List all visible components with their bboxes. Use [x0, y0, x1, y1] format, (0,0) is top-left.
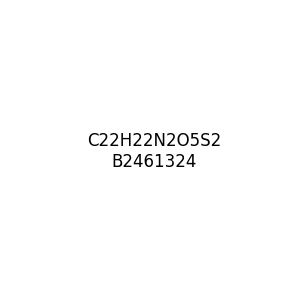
- Text: C22H22N2O5S2
B2461324: C22H22N2O5S2 B2461324: [87, 132, 221, 171]
